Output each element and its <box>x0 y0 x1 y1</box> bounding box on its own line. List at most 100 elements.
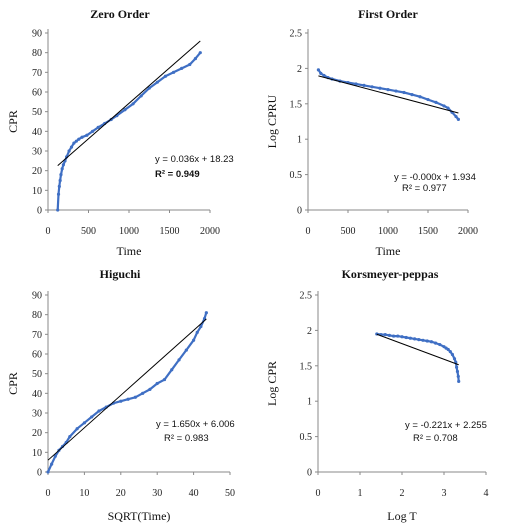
y-tick-label: 2.5 <box>290 29 303 40</box>
data-point <box>60 444 65 449</box>
data-point <box>77 137 81 141</box>
y-tick-label: 0 <box>37 206 42 217</box>
data-point <box>193 56 198 61</box>
data-point <box>50 462 54 466</box>
chart-title: Zero Order <box>90 7 150 21</box>
data-point <box>188 62 192 67</box>
data-point <box>442 104 446 108</box>
data-point <box>126 397 130 401</box>
x-tick-label: 1000 <box>119 226 139 237</box>
data-point <box>434 341 438 345</box>
y-tick-label: 2 <box>307 326 312 337</box>
data-point <box>90 415 94 419</box>
r-squared-label: R² = 0.983 <box>164 433 209 444</box>
data-point <box>148 387 152 391</box>
data-point <box>68 435 72 439</box>
data-point <box>455 369 460 374</box>
data-point <box>171 70 176 74</box>
x-tick-label: 2000 <box>458 226 478 237</box>
trendline-equation: y = -0.000x + 1.934 <box>394 172 476 183</box>
data-point <box>133 395 137 399</box>
data-point <box>446 347 450 352</box>
y-axis-label: CPR <box>6 110 20 133</box>
y-axis-label: Log CPR <box>265 361 279 406</box>
trendline-equation: y = 0.036x + 18.23 <box>155 154 234 165</box>
data-point <box>426 97 430 102</box>
y-tick-label: 0 <box>307 468 312 479</box>
data-point <box>446 106 450 110</box>
data-point <box>82 421 86 425</box>
data-point <box>58 178 62 183</box>
y-axis-label: Log CPRU <box>265 94 279 148</box>
y-tick-label: 20 <box>32 166 42 177</box>
data-point <box>410 92 414 97</box>
y-tick-label: 0.5 <box>300 432 313 443</box>
y-tick-label: 80 <box>32 310 42 321</box>
x-tick-label: 10 <box>79 488 89 499</box>
x-tick-label: 3 <box>442 488 447 499</box>
data-point <box>75 427 79 431</box>
y-tick-label: 1 <box>297 135 302 146</box>
chart-panel-3: Higuchi 0 10 20 30 40 50 60 70 80 90 0 10 20 30 40 50 SQR… <box>6 267 235 523</box>
data-series-line <box>375 332 460 383</box>
r-squared-label: R² = 0.949 <box>155 169 200 180</box>
y-tick-label: 0.5 <box>290 170 303 181</box>
x-tick-label: 50 <box>225 488 235 499</box>
data-point <box>316 68 320 72</box>
data-point <box>155 381 159 386</box>
data-point <box>319 71 323 75</box>
data-point <box>85 133 89 137</box>
data-point <box>418 95 422 99</box>
data-point <box>69 145 74 149</box>
data-point <box>457 379 461 383</box>
data-point <box>396 334 400 338</box>
data-point <box>90 129 95 133</box>
data-series-line <box>46 311 208 474</box>
y-axis-label: CPR <box>6 372 20 395</box>
x-axis-label: Time <box>117 244 142 258</box>
data-point <box>74 139 78 143</box>
trend-line <box>57 40 201 167</box>
trend-line <box>318 75 459 114</box>
data-point <box>180 66 184 70</box>
data-point <box>96 125 100 129</box>
x-axis-label: Log T <box>387 509 417 523</box>
data-point <box>60 167 64 171</box>
data-point <box>199 324 203 329</box>
trend-line <box>376 333 459 366</box>
data-point <box>147 86 151 90</box>
trendline-equation: y = 1.650x + 6.006 <box>156 419 235 430</box>
x-tick-label: 0 <box>46 226 51 237</box>
data-point <box>413 337 417 341</box>
data-point <box>394 89 398 93</box>
y-tick-label: 1.5 <box>290 99 303 110</box>
y-tick-label: 30 <box>32 147 42 158</box>
data-point <box>198 51 202 55</box>
r-squared-label: R² = 0.708 <box>413 433 458 444</box>
y-tick-label: 40 <box>32 127 42 138</box>
data-point <box>417 338 421 342</box>
y-tick-label: 20 <box>32 428 42 439</box>
data-point <box>434 100 438 104</box>
data-point <box>386 88 390 92</box>
chart-title: Korsmeyer-peppas <box>342 267 439 281</box>
chart-panel-2: First Order 0 0.5 1 1.5 2 2.5 0 500 1000 1500 2000 T… <box>265 7 478 258</box>
data-point <box>378 86 382 90</box>
data-point <box>56 192 61 196</box>
data-point <box>155 80 159 84</box>
y-tick-label: 30 <box>32 409 42 420</box>
data-point <box>408 336 412 340</box>
data-point <box>362 83 366 87</box>
data-point <box>141 391 145 395</box>
data-point <box>97 409 101 413</box>
data-point <box>429 340 433 344</box>
data-point <box>123 108 127 112</box>
y-tick-label: 10 <box>32 186 42 197</box>
x-axis-label: Time <box>376 244 401 258</box>
x-tick-label: 0 <box>306 226 311 237</box>
y-tick-label: 1 <box>307 397 312 408</box>
x-tick-label: 500 <box>81 226 96 237</box>
data-point <box>163 74 168 78</box>
data-point <box>131 102 135 106</box>
